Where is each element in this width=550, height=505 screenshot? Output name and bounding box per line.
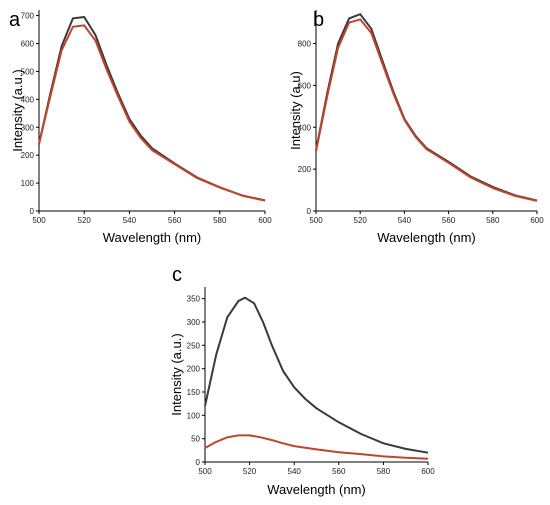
x-tick-label: 600 bbox=[421, 467, 435, 476]
y-axis-label: Intensity (a.u.) bbox=[10, 69, 25, 151]
y-tick-label: 200 bbox=[187, 365, 201, 374]
axis-lines bbox=[38, 10, 265, 212]
y-tick-label: 400 bbox=[21, 95, 35, 104]
x-tick-label: 540 bbox=[398, 216, 412, 225]
y-tick-label: 100 bbox=[187, 411, 201, 420]
y-tick-label: 400 bbox=[298, 123, 312, 132]
y-tick-label: 300 bbox=[187, 318, 201, 327]
x-tick-label: 600 bbox=[258, 216, 272, 225]
y-tick-label: 300 bbox=[21, 123, 35, 132]
x-tick-label: 520 bbox=[243, 467, 257, 476]
series-line-2 bbox=[204, 434, 429, 460]
chart-panel-a: a 500 520 540 560 580 600 0 100 200 300 400 500 600 70… bbox=[9, 9, 272, 245]
x-tick-label: 500 bbox=[32, 216, 46, 225]
y-tick-label: 800 bbox=[298, 40, 312, 49]
x-axis-label: Wavelength (nm) bbox=[267, 482, 366, 497]
chart-panel-b: b 500 520 540 560 580 600 0 200 400 600 800 Waveleng… bbox=[288, 9, 544, 245]
series-line-1 bbox=[204, 296, 429, 454]
y-tick-label: 200 bbox=[21, 151, 35, 160]
y-tick-label: 0 bbox=[30, 207, 35, 216]
x-axis-label: Wavelength (nm) bbox=[103, 230, 202, 245]
y-tick-label: 200 bbox=[298, 165, 312, 174]
y-axis-label: Intensity (a.u) bbox=[288, 71, 303, 150]
y-tick-label: 600 bbox=[298, 81, 312, 90]
x-tick-label: 560 bbox=[442, 216, 456, 225]
panel-label: a bbox=[9, 9, 21, 31]
series-line-1 bbox=[38, 16, 266, 202]
y-tick-label: 0 bbox=[196, 458, 201, 467]
x-tick-label: 520 bbox=[354, 216, 368, 225]
series-line-2 bbox=[38, 24, 266, 202]
x-tick-label: 560 bbox=[168, 216, 182, 225]
y-tick-label: 100 bbox=[21, 179, 35, 188]
x-tick-label: 520 bbox=[78, 216, 92, 225]
y-tick-label: 700 bbox=[21, 12, 35, 21]
y-tick-label: 150 bbox=[187, 388, 201, 397]
x-tick-label: 580 bbox=[213, 216, 227, 225]
x-tick-label: 540 bbox=[288, 467, 302, 476]
series-line-1 bbox=[315, 13, 538, 202]
y-axis-label: Intensity (a.u.) bbox=[169, 333, 184, 415]
x-tick-label: 560 bbox=[332, 467, 346, 476]
y-tick-label: 0 bbox=[307, 207, 312, 216]
y-tick-label: 250 bbox=[187, 341, 201, 350]
y-tick-label: 500 bbox=[21, 67, 35, 76]
panel-label: b bbox=[313, 9, 324, 31]
y-tick-label: 350 bbox=[187, 295, 201, 304]
series-line-2 bbox=[315, 18, 538, 202]
axis-lines bbox=[315, 10, 537, 212]
chart-panel-c: c 500 520 540 560 580 600 0 50 100 150 200 250 300 350… bbox=[169, 264, 435, 497]
panel-label: c bbox=[172, 264, 182, 286]
x-tick-label: 540 bbox=[123, 216, 137, 225]
x-tick-label: 500 bbox=[198, 467, 212, 476]
x-tick-label: 580 bbox=[377, 467, 391, 476]
x-tick-label: 600 bbox=[530, 216, 544, 225]
x-tick-label: 580 bbox=[486, 216, 500, 225]
x-tick-label: 500 bbox=[309, 216, 323, 225]
y-tick-label: 50 bbox=[191, 435, 200, 444]
y-tick-label: 600 bbox=[21, 40, 35, 49]
x-axis-label: Wavelength (nm) bbox=[377, 230, 476, 245]
